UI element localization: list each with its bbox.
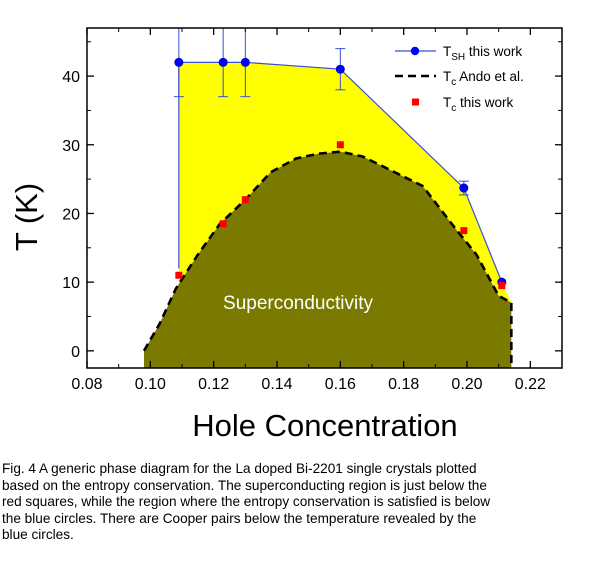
tsh-point: [240, 57, 250, 67]
x-tick-label: 0.18: [388, 376, 419, 393]
y-tick-label: 0: [71, 344, 80, 361]
tc-this-work-point: [175, 271, 183, 279]
legend-tsh-marker: [410, 46, 420, 56]
tick-labels: 0.08 0.10 0.12 0.14 0.16 0.18 0.20 0.22 0 10 20 30 4…: [62, 69, 546, 393]
x-tick-label: 0.14: [261, 376, 292, 393]
tsh-point: [335, 64, 345, 74]
legend-entry-label: Tc Ando et al.: [443, 69, 524, 88]
y-tick-label: 20: [62, 206, 80, 223]
y-axis-label: T (K): [9, 183, 44, 251]
x-tick-label: 0.12: [198, 376, 229, 393]
x-tick-label: 0.10: [135, 376, 166, 393]
x-tick-label: 0.08: [71, 376, 102, 393]
axes: [86, 27, 563, 369]
tc-this-work-point: [241, 196, 249, 204]
superconducting-region: [144, 151, 512, 368]
tc-this-work-point: [336, 141, 344, 149]
superconductivity-label: Superconductivity: [223, 293, 373, 314]
legend-entry-label: TSH this work: [443, 44, 522, 63]
figure-caption: Fig. 4 A generic phase diagram for the L…: [2, 461, 491, 543]
x-tick-label: 0.22: [515, 376, 546, 393]
y-tick-label: 10: [62, 275, 80, 292]
tc-this-work-point: [460, 227, 468, 235]
tc-this-work-point: [498, 282, 506, 290]
legend-tc-this-work-marker: [412, 98, 419, 106]
phase-regions: [144, 62, 512, 368]
x-axis-label: Hole Concentration: [192, 408, 457, 443]
phase-diagram-chart: 0.08 0.10 0.12 0.14 0.16 0.18 0.20 0.22 0 10 20 30 4…: [9, 27, 563, 443]
tsh-point: [218, 57, 228, 67]
legend-entry-label: Tc this work: [443, 95, 514, 114]
x-tick-label: 0.16: [325, 376, 356, 393]
tsh-point: [174, 57, 184, 67]
plot-frame: [86, 27, 563, 369]
x-tick-label: 0.20: [451, 376, 482, 393]
y-tick-label: 40: [62, 69, 80, 86]
y-tick-label: 30: [62, 138, 80, 155]
legend: TSH this work Tc Ando et al. Tc this work: [395, 44, 524, 114]
tsh-point: [459, 183, 469, 193]
tc-this-work-point: [219, 220, 227, 228]
